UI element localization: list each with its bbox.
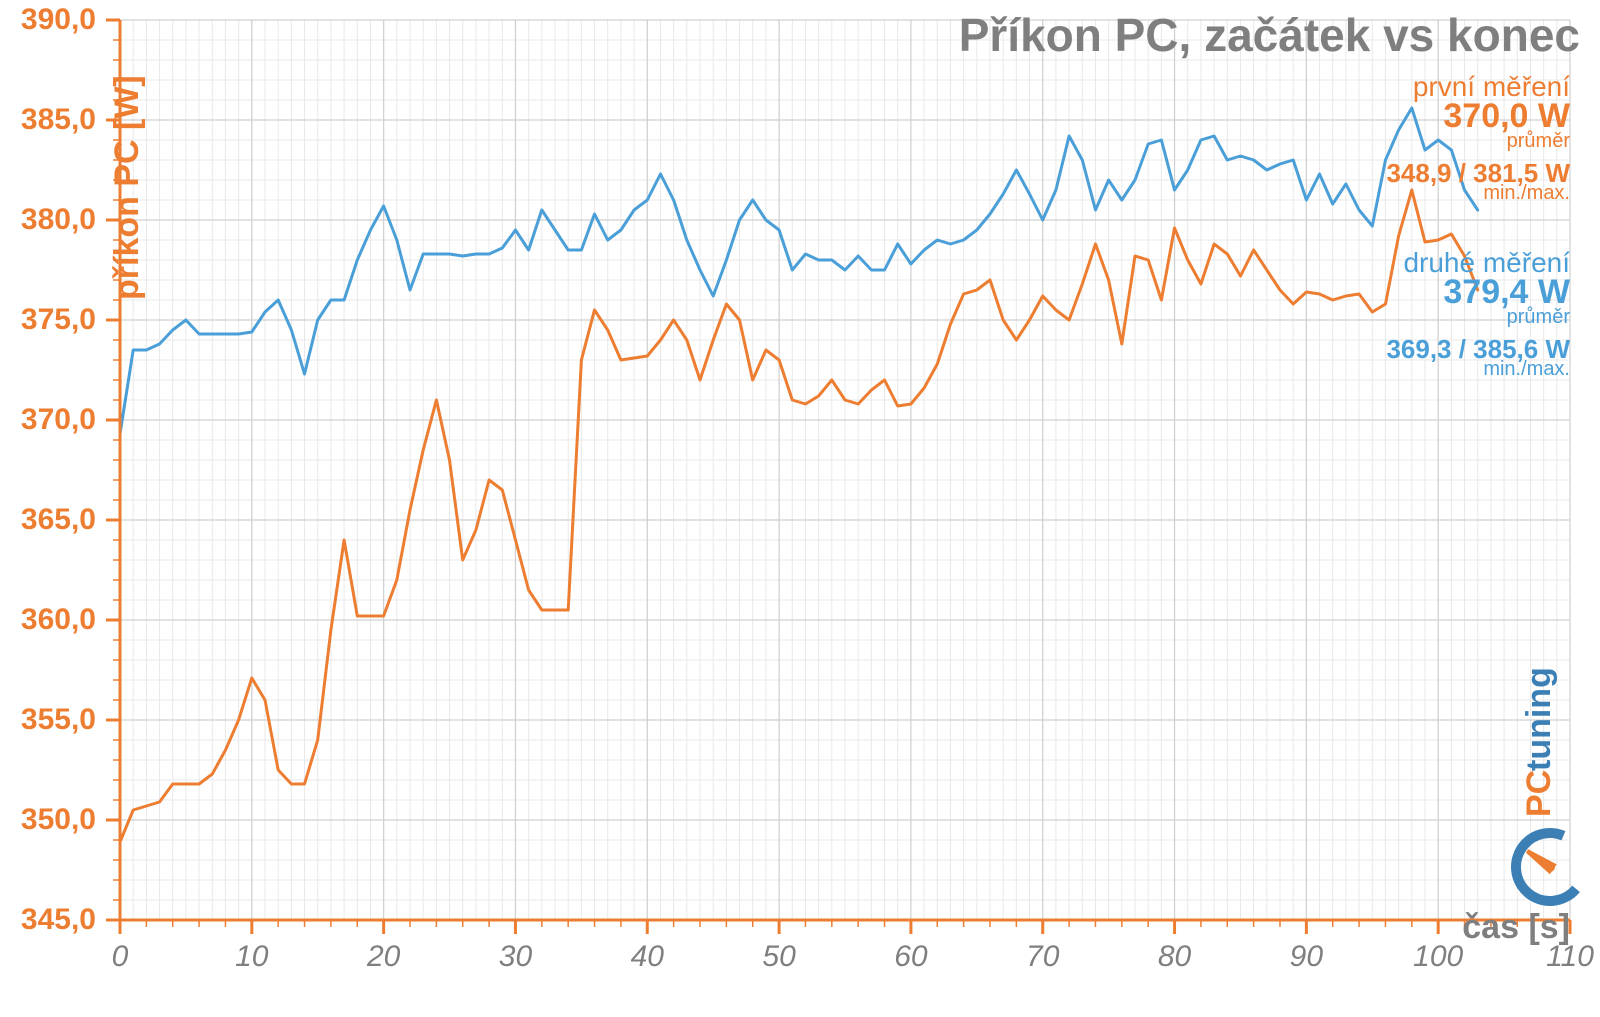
y-tick: 355,0	[21, 703, 108, 737]
legend-series-2: druhé měření 379,4 W průměr 369,3 / 385,…	[1386, 248, 1570, 380]
pctuning-logo: PC tuning	[1510, 587, 1590, 907]
logo-text-pc: PC	[1520, 770, 1558, 817]
y-tick: 350,0	[21, 803, 108, 837]
y-tick: 365,0	[21, 503, 108, 537]
x-tick: 80	[1158, 940, 1191, 974]
chart-plot-area	[0, 0, 1600, 1017]
x-tick: 100	[1413, 940, 1463, 974]
y-tick: 385,0	[21, 103, 108, 137]
logo-text-tuning: tuning	[1520, 667, 1558, 771]
y-tick: 370,0	[21, 403, 108, 437]
x-tick: 40	[631, 940, 664, 974]
chart-container: Příkon PC, začátek vs konec příkon PC [W…	[0, 0, 1600, 1017]
y-axis-label: příkon PC [W]	[108, 75, 147, 300]
x-tick: 10	[235, 940, 268, 974]
legend-series-1: první měření 370,0 W průměr 348,9 / 381,…	[1386, 72, 1570, 204]
chart-title: Příkon PC, začátek vs konec	[959, 8, 1580, 62]
x-tick: 70	[1026, 940, 1059, 974]
x-tick: 30	[499, 940, 532, 974]
y-tick: 390,0	[21, 3, 108, 37]
x-tick: 60	[894, 940, 927, 974]
y-tick: 360,0	[21, 603, 108, 637]
y-tick: 375,0	[21, 303, 108, 337]
x-tick: 50	[762, 940, 795, 974]
x-tick: 20	[367, 940, 400, 974]
y-tick: 345,0	[21, 903, 108, 937]
x-tick: 110	[1546, 940, 1594, 974]
x-tick: 90	[1290, 940, 1323, 974]
y-tick: 380,0	[21, 203, 108, 237]
x-tick: 0	[112, 940, 129, 974]
